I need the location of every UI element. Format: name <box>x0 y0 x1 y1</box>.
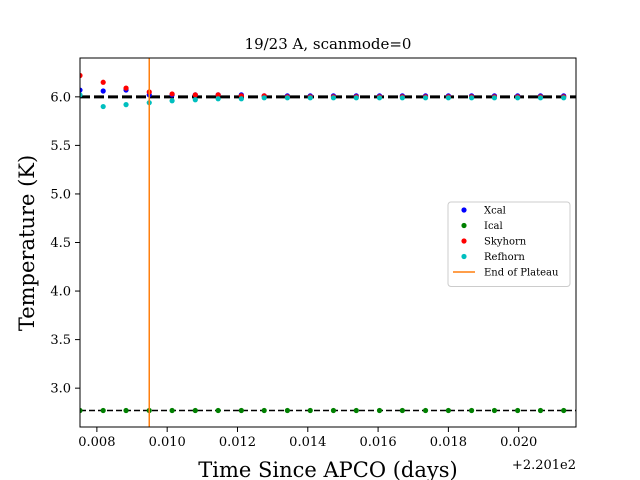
x-tick-label: 0.010 <box>149 435 186 450</box>
refhorn-point <box>215 96 221 102</box>
ical-point <box>468 407 475 414</box>
ical-point <box>284 407 290 414</box>
ical-point <box>399 407 405 414</box>
legend-label-ical: Ical <box>484 221 503 232</box>
refhorn-point <box>468 95 475 101</box>
data-layer <box>80 58 576 427</box>
ical-point <box>491 407 498 414</box>
y-tick-label: 3.5 <box>50 333 71 348</box>
refhorn-point <box>169 98 175 104</box>
x-axis-offset-label: +2.201e2 <box>512 458 576 473</box>
ical-point <box>330 407 337 414</box>
ical-point <box>261 407 267 414</box>
x-tick-label: 0.020 <box>500 435 537 450</box>
series-ical <box>80 407 567 414</box>
y-tick-label: 6.0 <box>50 90 71 105</box>
refhorn-point <box>261 95 267 101</box>
skyhorn-point <box>192 92 198 98</box>
legend-marker-refhorn <box>461 253 467 260</box>
legend-label-skyhorn: Skyhorn <box>484 237 527 248</box>
ical-point <box>169 407 175 414</box>
ical-point <box>307 407 313 414</box>
legend: Xcal Ical Skyhorn Refhorn End of Plateau <box>447 201 571 287</box>
y-axis-label: Temperature (K) <box>15 155 39 331</box>
chart-title: 19/23 A, scanmode=0 <box>245 35 412 53</box>
ical-point <box>353 407 359 414</box>
legend-marker-xcal <box>461 207 467 213</box>
y-tick-label: 5.5 <box>50 139 71 154</box>
refhorn-point <box>399 95 405 101</box>
legend-marker-ical <box>461 222 467 229</box>
y-tick-label: 3.0 <box>50 382 71 397</box>
ical-point <box>192 407 198 414</box>
skyhorn-point <box>80 72 83 79</box>
y-tick-label: 4.0 <box>50 285 71 300</box>
refhorn-point <box>422 95 429 101</box>
legend-label-xcal: Xcal <box>484 206 506 217</box>
x-tick-label: 0.014 <box>289 435 326 450</box>
skyhorn-point <box>215 92 221 98</box>
refhorn-point <box>445 95 451 101</box>
x-tick-label: 0.018 <box>430 435 467 450</box>
skyhorn-point <box>169 91 175 97</box>
refhorn-point <box>330 95 337 101</box>
refhorn-point <box>537 95 544 101</box>
ical-point <box>537 407 544 414</box>
ical-point <box>422 407 429 414</box>
ical-point <box>123 407 129 414</box>
refhorn-point <box>515 95 521 101</box>
y-tick-label: 5.0 <box>50 187 71 202</box>
legend-box <box>447 201 571 287</box>
y-tick-label: 4.5 <box>50 236 71 251</box>
refhorn-point <box>238 96 244 102</box>
refhorn-point <box>376 95 383 101</box>
plot-area <box>79 57 577 428</box>
ical-point <box>515 407 521 414</box>
ical-point <box>238 407 244 414</box>
xcal-point <box>80 87 83 93</box>
x-tick-label: 0.008 <box>78 435 115 450</box>
x-tick-label: 0.016 <box>359 435 396 450</box>
skyhorn-point <box>123 85 129 91</box>
refhorn-point <box>123 102 129 108</box>
ical-point <box>215 407 221 414</box>
x-axis-label: Time Since APCO (days) <box>198 458 457 480</box>
y-axis: 3.0 3.5 4.0 4.5 5.0 5.5 6.0 <box>50 90 80 397</box>
ical-point <box>80 407 83 414</box>
refhorn-point <box>284 95 290 101</box>
xcal-point <box>100 88 106 94</box>
skyhorn-point <box>100 79 106 85</box>
refhorn-point <box>80 92 83 98</box>
refhorn-point <box>353 95 359 101</box>
ical-point <box>100 407 106 414</box>
legend-label-end-of-plateau: End of Plateau <box>484 268 559 279</box>
legend-marker-skyhorn <box>461 238 467 244</box>
refhorn-point <box>192 97 198 103</box>
refhorn-point <box>307 95 313 101</box>
x-axis: 0.008 0.010 0.012 0.014 0.016 0.018 0.020 <box>78 427 537 450</box>
x-tick-label: 0.012 <box>219 435 256 450</box>
ical-point <box>445 407 451 414</box>
ical-point <box>561 407 567 414</box>
ical-point <box>376 407 383 414</box>
refhorn-point <box>491 95 498 101</box>
refhorn-point <box>561 95 567 101</box>
legend-label-refhorn: Refhorn <box>484 252 525 263</box>
refhorn-point <box>100 103 106 110</box>
